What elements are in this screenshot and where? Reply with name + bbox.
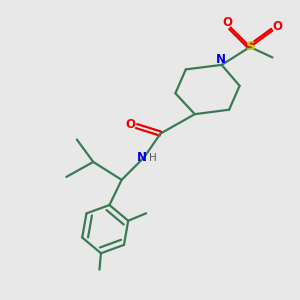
Text: O: O [222,16,232,29]
Text: O: O [272,20,283,33]
Text: S: S [246,40,255,53]
Text: O: O [125,118,135,131]
Text: N: N [216,53,226,66]
Text: H: H [148,153,156,164]
Text: N: N [136,151,147,164]
